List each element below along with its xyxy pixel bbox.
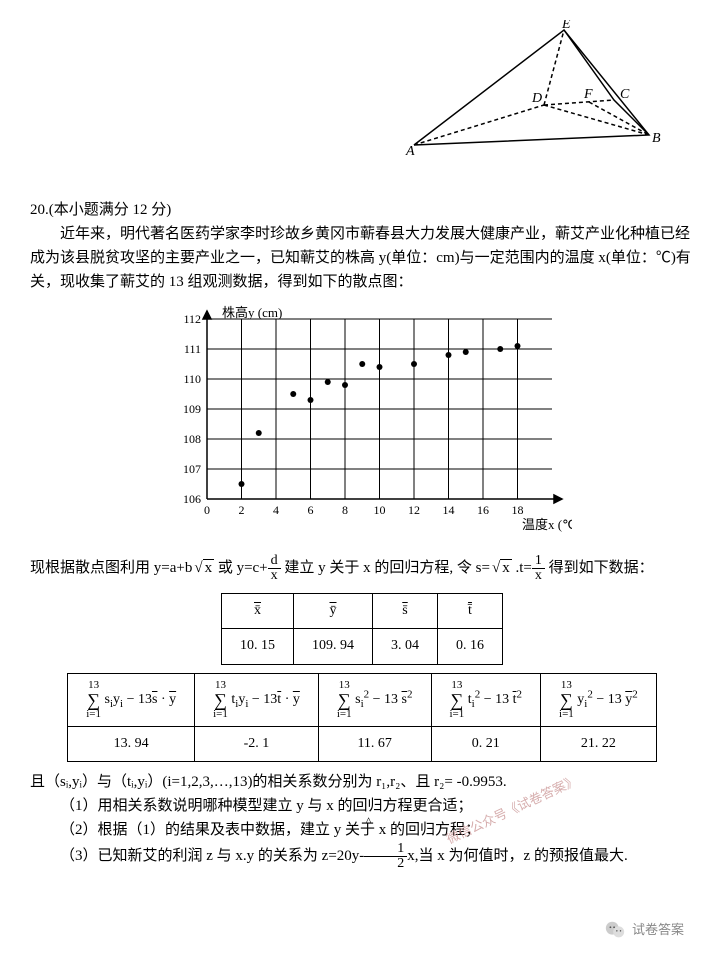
svg-text:108: 108 <box>183 432 201 446</box>
label-A: A <box>405 144 415 159</box>
svg-text:温度x (℃): 温度x (℃) <box>522 517 572 532</box>
equation-paragraph: 现根据散点图利用 y=a+bx 或 y=c+dx 建立 y 关于 x 的回归方程… <box>30 552 694 585</box>
svg-text:2: 2 <box>239 503 245 517</box>
t2-header-cell: 13∑i=1 siyi − 13s · y <box>68 673 195 726</box>
label-C: C <box>620 87 630 102</box>
svg-text:0: 0 <box>204 503 210 517</box>
svg-text:107: 107 <box>183 462 201 476</box>
t2-header-cell: 13∑i=1 ti2 − 13 t2 <box>431 673 541 726</box>
problem-number: 20.(本小题满分 12 分) <box>30 198 694 222</box>
label-B: B <box>652 131 661 146</box>
t1-v3: 0. 16 <box>438 629 503 664</box>
svg-text:4: 4 <box>273 503 279 517</box>
label-E: E <box>561 20 571 32</box>
t2-header-cell: 13∑i=1 si2 − 13 s2 <box>318 673 431 726</box>
t2-v2: 11. 67 <box>318 726 431 761</box>
summary-table-1: x̄ ȳ s̄ t̄ 10. 15 109. 94 3. 04 0. 16 <box>221 593 503 665</box>
svg-text:16: 16 <box>477 503 489 517</box>
scatter-plot: 0 2 4 6 8 10 12 14 16 18 106 107 108 109 110 111 112 株高y … <box>30 304 694 542</box>
svg-text:111: 111 <box>184 342 201 356</box>
t1-v1: 109. 94 <box>294 629 373 664</box>
t1-h1: ȳ <box>330 603 337 618</box>
problem-text: 近年来，明代著名医药学家李时珍故乡黄冈市蕲春县大力发展大健康产业，蕲艾产业化种植… <box>30 222 694 294</box>
wechat-icon <box>604 919 626 941</box>
wechat-footer: 试卷答案 <box>604 919 684 941</box>
svg-text:14: 14 <box>443 503 455 517</box>
t1-h0: x̄ <box>254 603 261 618</box>
label-D: D <box>531 91 542 106</box>
post-table-text: 且（sᵢ,yᵢ）与（tᵢ,yᵢ）(i=1,2,3,…,13)的相关系数分别为 r… <box>30 770 694 794</box>
t1-h2: s̄ <box>402 603 407 618</box>
t2-v1: -2. 1 <box>195 726 319 761</box>
footer-text: 试卷答案 <box>632 920 684 941</box>
svg-text:12: 12 <box>408 503 420 517</box>
t1-v0: 10. 15 <box>222 629 294 664</box>
t2-v0: 13. 94 <box>68 726 195 761</box>
svg-text:6: 6 <box>308 503 314 517</box>
label-F: F <box>583 87 593 102</box>
geometry-diagram: E A B C D F <box>30 20 694 168</box>
svg-text:106: 106 <box>183 492 201 506</box>
svg-text:8: 8 <box>342 503 348 517</box>
question-2: （2）根据（1）的结果及表中数据，建立 y 关于 x 的回归方程； <box>30 818 694 842</box>
t2-v3: 0. 21 <box>431 726 541 761</box>
t1-v2: 3. 04 <box>373 629 438 664</box>
svg-text:10: 10 <box>374 503 386 517</box>
svg-text:109: 109 <box>183 402 201 416</box>
t2-v4: 21. 22 <box>541 726 657 761</box>
svg-text:112: 112 <box>183 312 201 326</box>
question-3: （3）已知新艾的利润 z 与 x.y 的关系为 z=20y-12x,当 x 为何… <box>30 842 694 871</box>
svg-text:株高y (cm): 株高y (cm) <box>222 305 282 320</box>
svg-text:18: 18 <box>512 503 524 517</box>
t2-header-cell: 13∑i=1 tiyi − 13t · y <box>195 673 319 726</box>
t2-header-cell: 13∑i=1 yi2 − 13 y2 <box>541 673 657 726</box>
summary-table-2: 13∑i=1 siyi − 13s · y13∑i=1 tiyi − 13t ·… <box>67 673 657 762</box>
t1-h3: t̄ <box>468 603 472 618</box>
svg-text:110: 110 <box>183 372 201 386</box>
